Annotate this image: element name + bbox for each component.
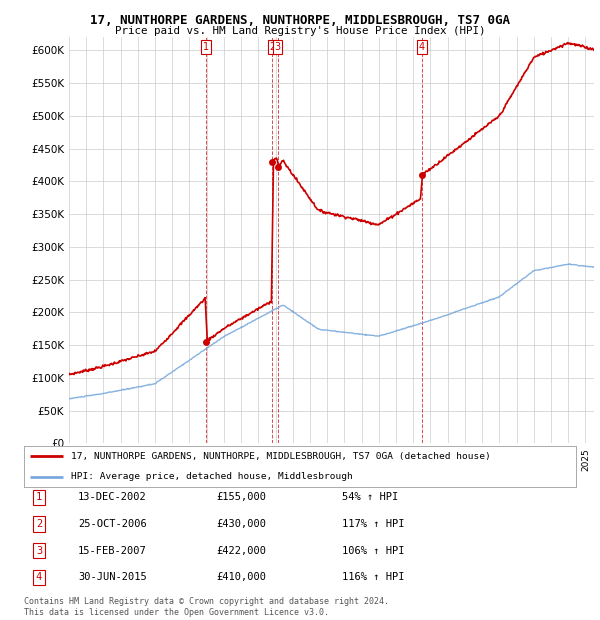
Text: 106% ↑ HPI: 106% ↑ HPI	[342, 546, 404, 556]
Text: 17, NUNTHORPE GARDENS, NUNTHORPE, MIDDLESBROUGH, TS7 0GA: 17, NUNTHORPE GARDENS, NUNTHORPE, MIDDLE…	[90, 14, 510, 27]
Text: £155,000: £155,000	[216, 492, 266, 502]
Text: £422,000: £422,000	[216, 546, 266, 556]
Text: 4: 4	[419, 42, 425, 52]
Text: HPI: Average price, detached house, Middlesbrough: HPI: Average price, detached house, Midd…	[71, 472, 353, 481]
Text: Price paid vs. HM Land Registry's House Price Index (HPI): Price paid vs. HM Land Registry's House …	[115, 26, 485, 36]
Text: 2: 2	[269, 42, 275, 52]
Text: Contains HM Land Registry data © Crown copyright and database right 2024.
This d: Contains HM Land Registry data © Crown c…	[24, 598, 389, 617]
Text: 25-OCT-2006: 25-OCT-2006	[78, 519, 147, 529]
Text: £430,000: £430,000	[216, 519, 266, 529]
Text: 13-DEC-2002: 13-DEC-2002	[78, 492, 147, 502]
Text: 1: 1	[203, 42, 209, 52]
Text: 3: 3	[275, 42, 281, 52]
Text: 17, NUNTHORPE GARDENS, NUNTHORPE, MIDDLESBROUGH, TS7 0GA (detached house): 17, NUNTHORPE GARDENS, NUNTHORPE, MIDDLE…	[71, 452, 491, 461]
Text: 116% ↑ HPI: 116% ↑ HPI	[342, 572, 404, 582]
Text: 54% ↑ HPI: 54% ↑ HPI	[342, 492, 398, 502]
Text: £410,000: £410,000	[216, 572, 266, 582]
Text: 4: 4	[36, 572, 42, 582]
Text: 3: 3	[36, 546, 42, 556]
Text: 15-FEB-2007: 15-FEB-2007	[78, 546, 147, 556]
Text: 117% ↑ HPI: 117% ↑ HPI	[342, 519, 404, 529]
Text: 2: 2	[36, 519, 42, 529]
Text: 1: 1	[36, 492, 42, 502]
Text: 30-JUN-2015: 30-JUN-2015	[78, 572, 147, 582]
